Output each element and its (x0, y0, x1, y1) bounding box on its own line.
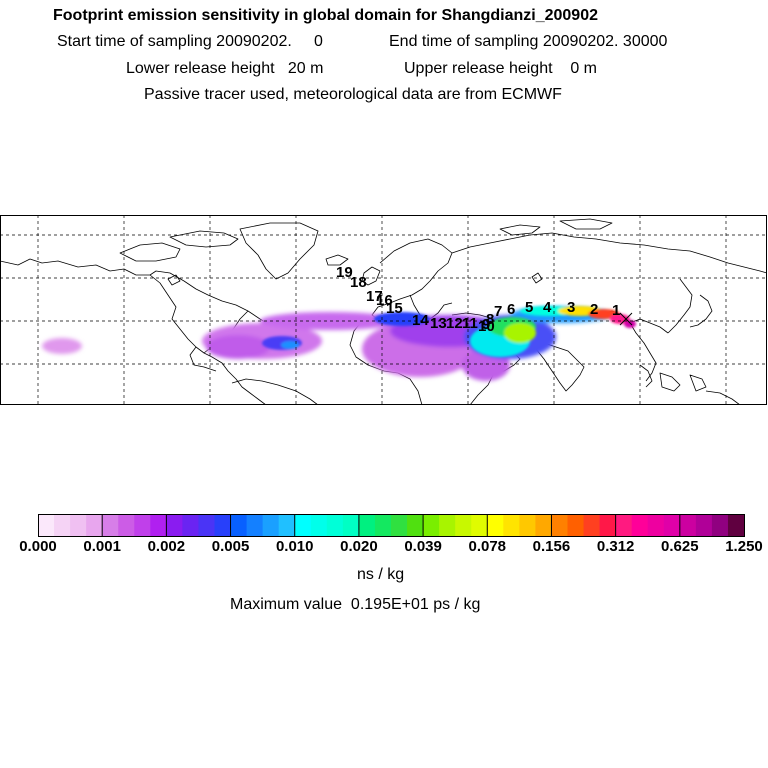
colorbar-tick-label: 0.078 (468, 538, 507, 555)
colorbar-cell (342, 514, 360, 536)
colorbar-cell (647, 514, 665, 536)
colorbar-cell (551, 514, 569, 536)
colorbar-cell (471, 514, 488, 536)
colorbar-cell (262, 514, 280, 536)
lower-release-label: Lower release height 20 m (126, 60, 324, 77)
colorbar-cell (423, 514, 440, 536)
colorbar-cell (38, 514, 55, 536)
tracer-note: Passive tracer used, meteorological data… (144, 86, 562, 103)
colorbar-cell (599, 514, 617, 536)
colorbar-cell (583, 514, 601, 536)
trajectory-label: 15 (386, 300, 403, 317)
trajectory-label: 14 (412, 312, 429, 329)
colorbar-cell (278, 514, 296, 536)
colorbar (38, 514, 745, 537)
colorbar-tick-label: 0.625 (661, 538, 699, 555)
trajectory-label: 6 (507, 301, 515, 318)
colorbar-tick-label: 0.039 (404, 538, 442, 555)
colorbar-cell (166, 514, 184, 536)
colorbar-tick-label: 0.001 (83, 538, 121, 555)
trajectory-label: 1 (612, 302, 620, 319)
colorbar-cell (294, 514, 312, 536)
colorbar-cell (535, 514, 553, 536)
trajectory-label: 3 (567, 299, 575, 316)
trajectory-label: 4 (543, 299, 552, 316)
colorbar-tick-label: 0.010 (275, 538, 314, 555)
colorbar-tick-label: 1.250 (725, 538, 763, 555)
colorbar-cell (391, 514, 408, 536)
coastlines (0, 218, 767, 405)
colorbar-cell (519, 514, 537, 536)
colorbar-units: ns / kg (357, 566, 405, 583)
trajectory-label: 2 (590, 301, 598, 318)
colorbar-tick-label: 0.156 (532, 538, 571, 555)
colorbar-cell (663, 514, 681, 536)
colorbar-cell (711, 514, 729, 536)
colorbar-cell (358, 514, 376, 536)
colorbar-tick-label: 0.000 (19, 538, 57, 555)
colorbar-tick-label: 0.312 (596, 538, 635, 555)
trajectory-label: 18 (350, 274, 367, 291)
trajectory-label: 5 (525, 299, 533, 316)
colorbar-cell (567, 514, 585, 536)
graticule (0, 215, 767, 405)
start-time-label: Start time of sampling 20090202. 0 (57, 33, 323, 50)
colorbar-cell (503, 514, 520, 536)
trajectory-label: 10 (478, 318, 495, 335)
colorbar-cell (198, 514, 216, 536)
colorbar-cell (615, 514, 633, 536)
plume-layer (42, 306, 636, 381)
colorbar-tick-label: 0.005 (211, 538, 250, 555)
colorbar-cell (150, 514, 167, 536)
maximum-value-label: Maximum value 0.195E+01 ps / kg (230, 596, 481, 613)
trajectory-label: 17 (366, 288, 383, 305)
trajectory-label: 11 (462, 315, 478, 332)
colorbar-cell (631, 514, 649, 536)
colorbar-cell (455, 514, 472, 536)
colorbar-cell (487, 514, 504, 536)
colorbar-tick-label: 0.002 (147, 538, 186, 555)
colorbar-cell (326, 514, 344, 536)
trajectory-label: 19 (336, 264, 353, 281)
end-time-label: End time of sampling 20090202. 30000 (389, 33, 668, 50)
colorbar-cell (134, 514, 151, 536)
colorbar-cell (54, 514, 71, 536)
colorbar-cell (407, 514, 424, 536)
colorbar-cell (102, 514, 119, 536)
upper-release-label: Upper release height 0 m (404, 60, 597, 77)
colorbar-cell (439, 514, 456, 536)
colorbar-cell (374, 514, 392, 536)
colorbar-cell (727, 514, 745, 536)
receptor-marker (619, 312, 633, 326)
colorbar-cell (214, 514, 232, 536)
trajectory-label: 13 (430, 315, 447, 332)
colorbar-cell (230, 514, 248, 536)
trajectory-label: 8 (486, 311, 494, 328)
colorbar-tick-label: 0.020 (340, 538, 378, 555)
trajectory-label: 16 (376, 292, 393, 309)
trajectory-label: 7 (494, 303, 502, 320)
colorbar-cell (182, 514, 200, 536)
colorbar-cell (86, 514, 103, 536)
trajectory-label: 9 (482, 316, 490, 333)
colorbar-cell (310, 514, 328, 536)
trajectory-label: 12 (446, 315, 463, 332)
colorbar-cell (679, 514, 697, 536)
colorbar-cell (246, 514, 264, 536)
colorbar-cell (118, 514, 135, 536)
colorbar-cell (695, 514, 713, 536)
colorbar-cell (70, 514, 87, 536)
plot-title: Footprint emission sensitivity in global… (53, 7, 598, 24)
